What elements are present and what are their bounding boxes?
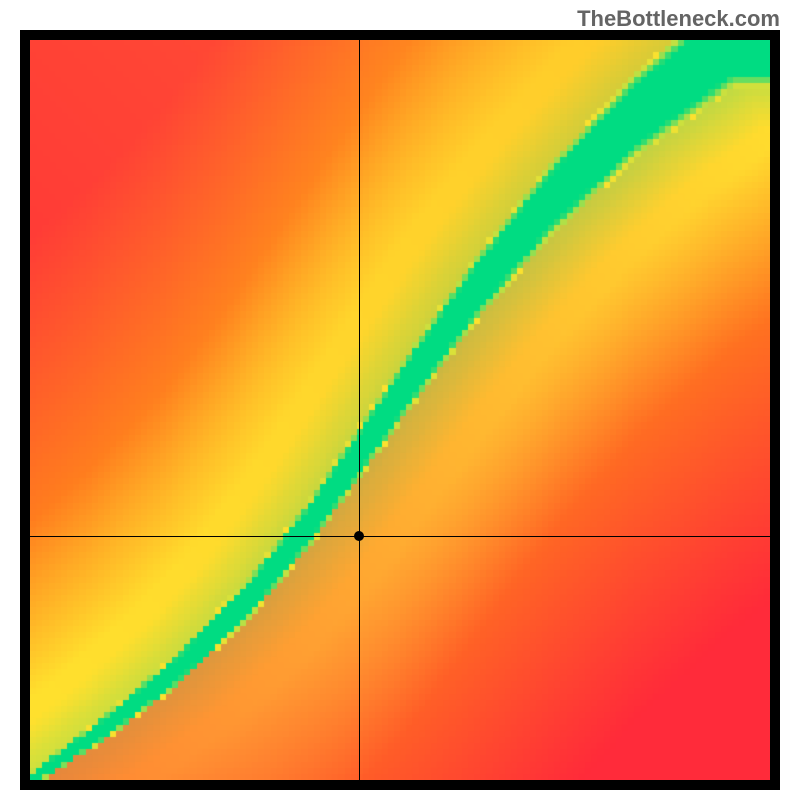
crosshair-marker (354, 531, 364, 541)
watermark-text: TheBottleneck.com (577, 6, 780, 32)
crosshair-horizontal (30, 536, 770, 537)
chart-outer-border (20, 30, 780, 790)
container: TheBottleneck.com (0, 0, 800, 800)
heatmap-canvas (30, 40, 770, 780)
heatmap-plot (30, 40, 770, 780)
crosshair-vertical (359, 40, 360, 780)
